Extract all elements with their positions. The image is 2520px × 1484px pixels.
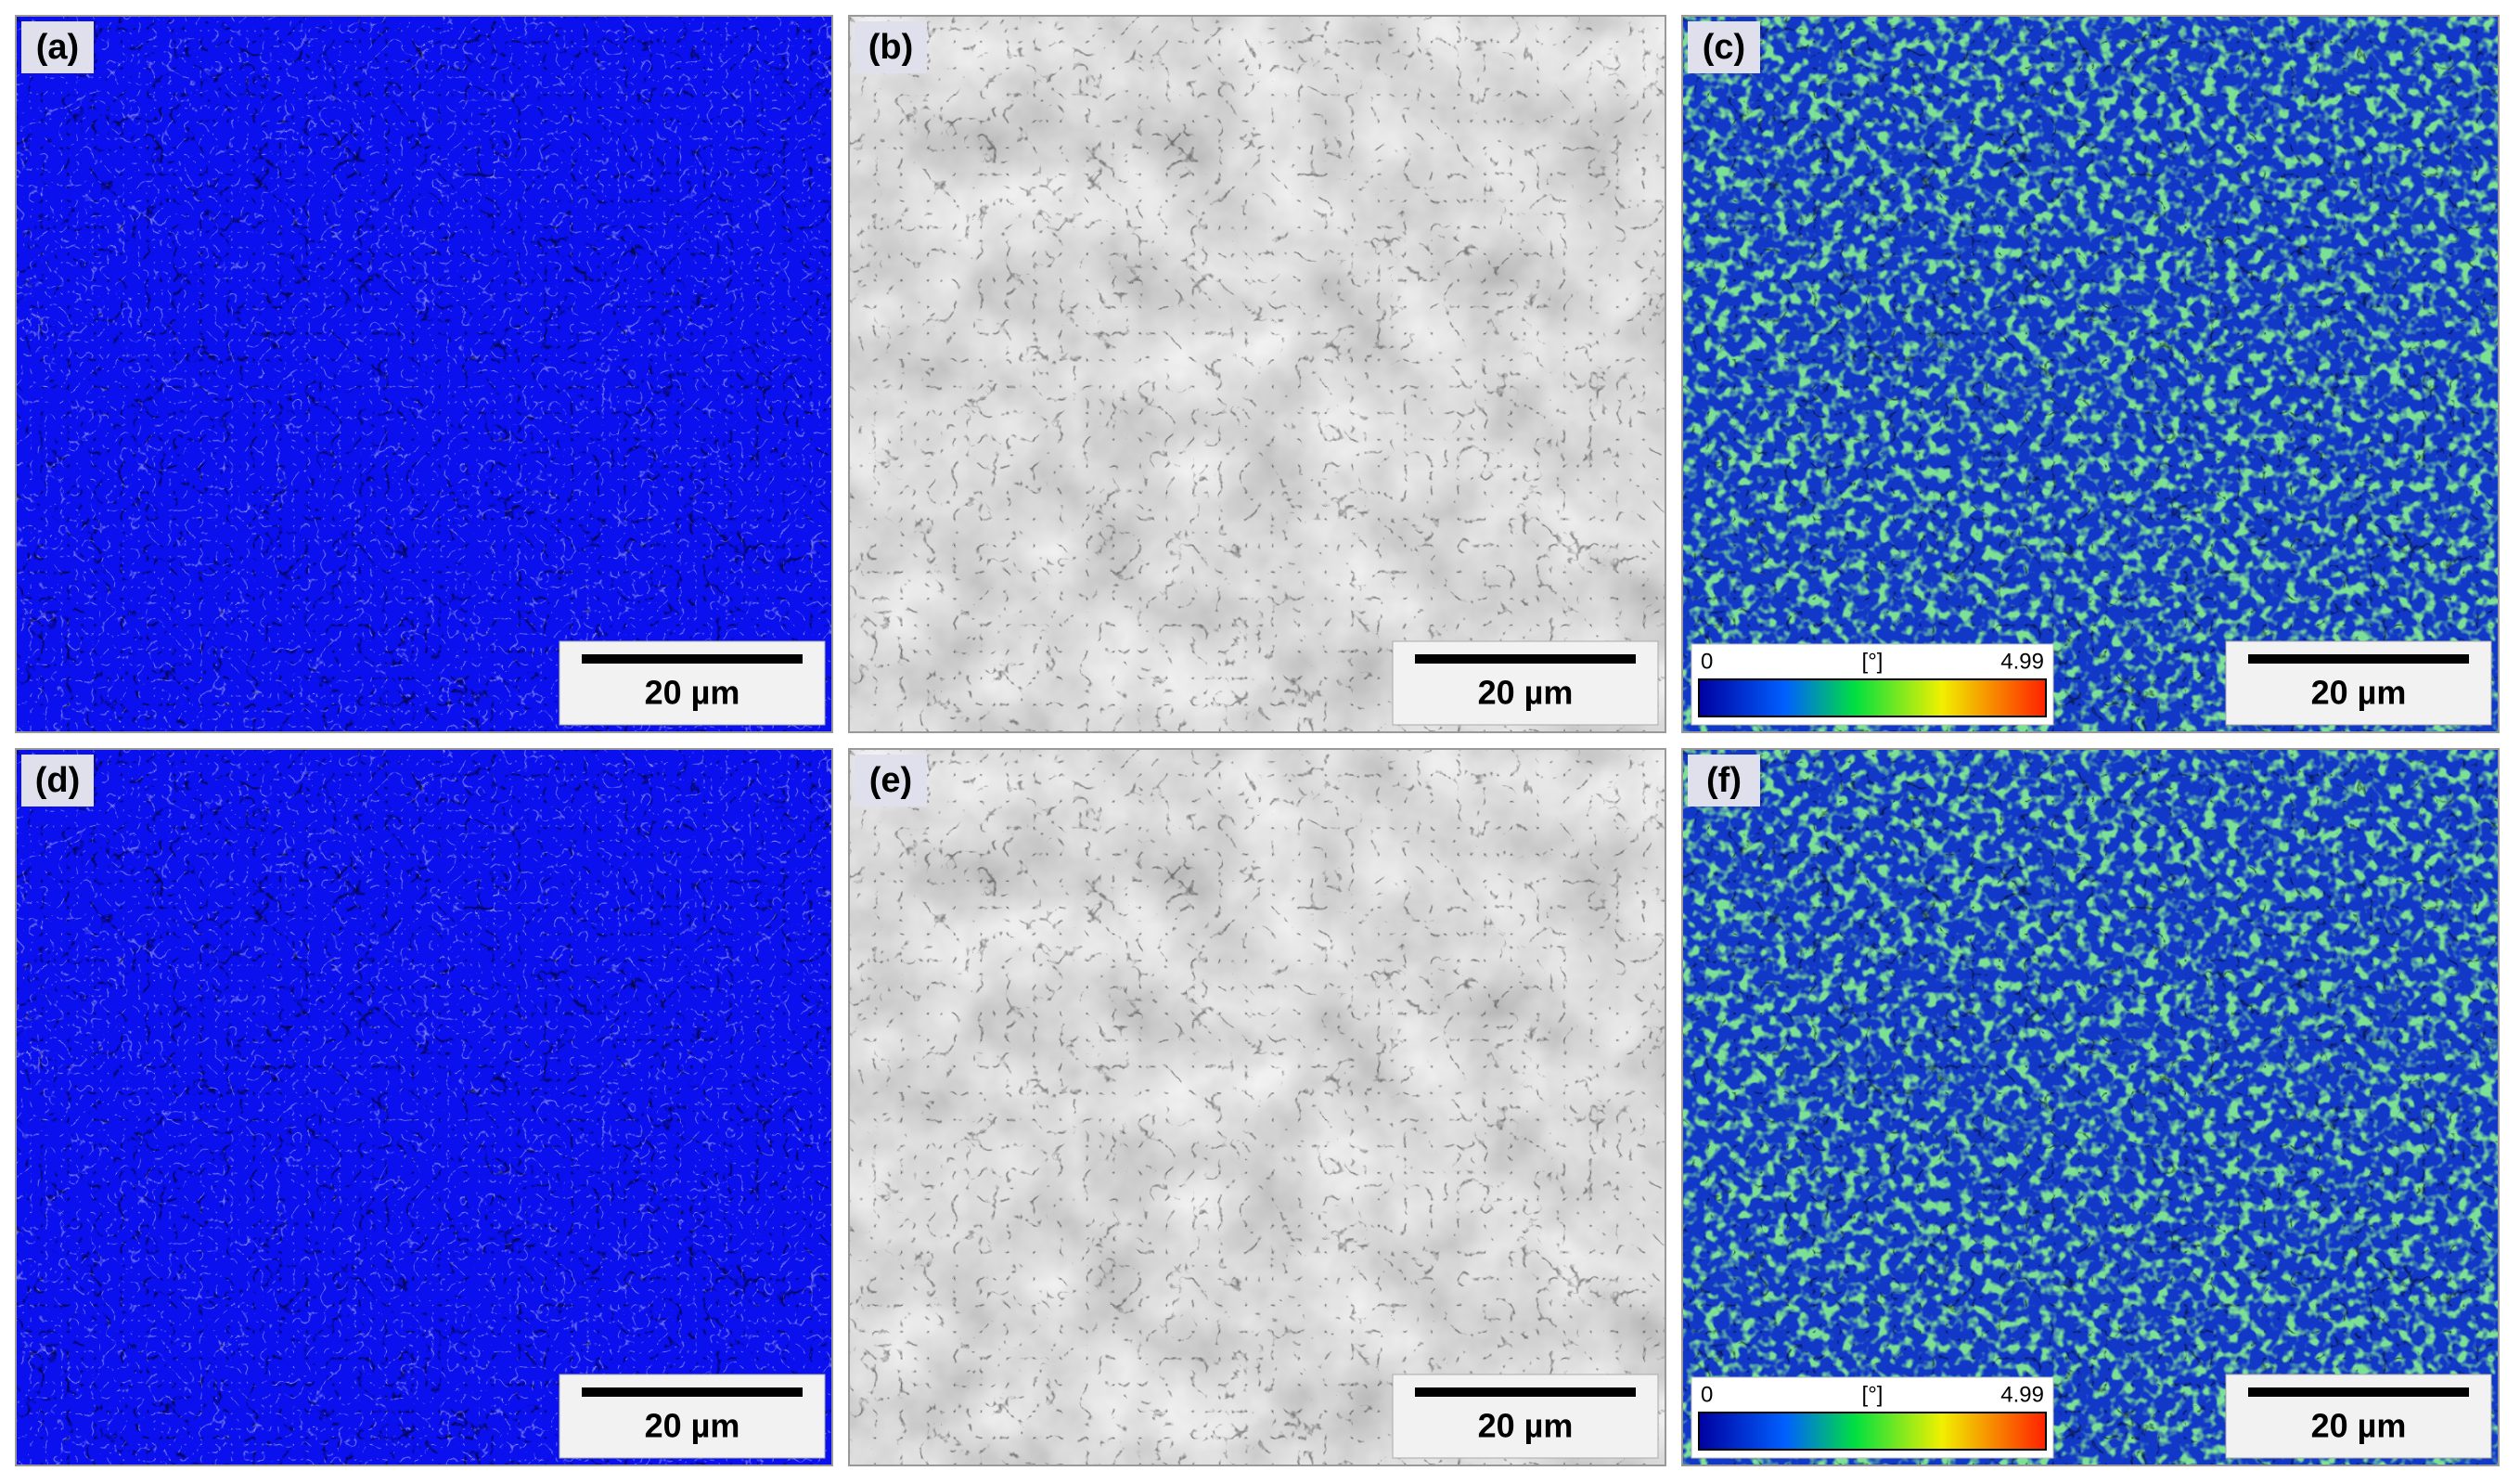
panel-border: [15, 15, 833, 733]
scale-bar-label: 20 µm: [1478, 674, 1574, 712]
scale-bar-label: 20 µm: [645, 1407, 740, 1445]
boundary-texture: [849, 16, 1665, 732]
panel-label: (e): [869, 761, 912, 800]
panel: (a) 20 µm: [15, 15, 833, 733]
label-box: [1688, 21, 1760, 73]
scale-bar: [582, 1387, 803, 1397]
label-box: [21, 755, 94, 807]
panel-label: (c): [1703, 28, 1745, 67]
colorbar-min: 0: [1701, 1382, 1713, 1407]
colorbar-unit: [°]: [1862, 649, 1884, 674]
scale-bar: [2248, 1387, 2469, 1397]
panel-border: [1681, 15, 2500, 733]
scale-bar: [1415, 654, 1636, 664]
colorbar-gradient: [1698, 678, 2047, 717]
scale-bar-label: 20 µm: [645, 674, 740, 712]
colorbar-min: 0: [1701, 649, 1713, 674]
boundary-texture: [849, 749, 1665, 1465]
label-box: [855, 755, 927, 807]
label-box: [1688, 755, 1760, 807]
colorbar-unit: [°]: [1862, 1382, 1884, 1407]
panel: (b) 20 µm: [848, 15, 1666, 733]
scale-bar-label: 20 µm: [2311, 1407, 2407, 1445]
colorbar-max: 4.99: [2000, 1382, 2044, 1407]
panel: (e) 20 µm: [848, 748, 1666, 1466]
scale-bar: [1415, 1387, 1636, 1397]
scale-bar-label: 20 µm: [1478, 1407, 1574, 1445]
boundary-texture: [16, 16, 832, 732]
colorbar-gradient: [1698, 1412, 2047, 1451]
panel-border: [848, 15, 1666, 733]
panel-border: [1681, 748, 2500, 1466]
panel-label: (a): [36, 28, 79, 67]
label-box: [855, 21, 927, 73]
scale-bar-label: 20 µm: [2311, 674, 2407, 712]
panel: (c) 20 µm 0 [°] 4.99: [1681, 15, 2500, 733]
label-box: [21, 21, 94, 73]
panel-label: (d): [35, 761, 81, 800]
panel-border: [15, 748, 833, 1466]
boundary-texture: [1682, 16, 2499, 732]
panel-border: [848, 748, 1666, 1466]
boundary-texture: [16, 749, 832, 1465]
panel: (f) 20 µm 0 [°] 4.99: [1681, 748, 2500, 1466]
scale-bar: [2248, 654, 2469, 664]
panel-label: (f): [1706, 761, 1742, 800]
boundary-texture: [1682, 749, 2499, 1465]
colorbar-max: 4.99: [2000, 649, 2044, 674]
panel-label: (b): [868, 28, 914, 67]
scale-bar: [582, 654, 803, 664]
panel: (d) 20 µm: [15, 748, 833, 1466]
